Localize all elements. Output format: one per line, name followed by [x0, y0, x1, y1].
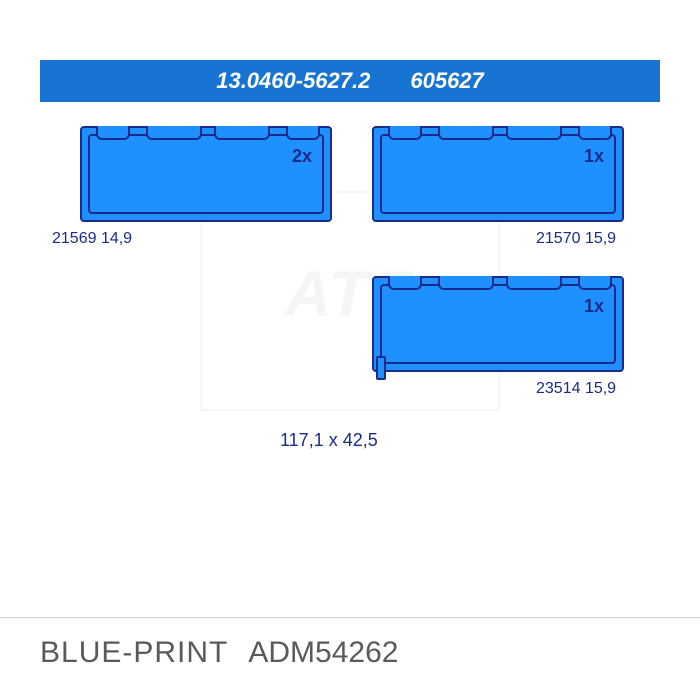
header-code-secondary: 605627	[410, 68, 483, 94]
pad-slot	[578, 276, 612, 290]
pad-top-right: 1x	[372, 126, 624, 222]
pad-slot	[438, 276, 494, 290]
pad-slot	[96, 126, 130, 140]
pad-slot	[578, 126, 612, 140]
wear-sensor-icon	[376, 356, 386, 380]
pad-bottom-label: 23514 15,9	[536, 380, 616, 398]
pad-top-left: 2x	[80, 126, 332, 222]
header-code-primary: 13.0460-5627.2	[216, 68, 370, 94]
pad-slot	[146, 126, 202, 140]
footer-part-number: ADM54262	[248, 636, 398, 670]
pad-slot	[506, 276, 562, 290]
pad-slot	[438, 126, 494, 140]
pad-bottom: 1x	[372, 276, 624, 372]
pad-top-left-label: 21569 14,9	[52, 230, 132, 248]
pad-top-right-label: 21570 15,9	[536, 230, 616, 248]
pad-qty-label: 1x	[584, 296, 604, 317]
pad-slot	[286, 126, 320, 140]
footer-bar: BLUE-PRINT ADM54262	[0, 617, 700, 700]
pad-qty-label: 2x	[292, 146, 312, 167]
pad-qty-label: 1x	[584, 146, 604, 167]
header-bar: 13.0460-5627.2 605627	[40, 60, 660, 102]
footer-brand: BLUE-PRINT	[40, 636, 228, 670]
pad-slot	[388, 276, 422, 290]
pad-slot	[388, 126, 422, 140]
pad-slot	[214, 126, 270, 140]
dimensions-label: 117,1 x 42,5	[280, 430, 378, 451]
pad-slot	[506, 126, 562, 140]
diagram-canvas: 13.0460-5627.2 605627 ATE 2x21569 14,91x…	[40, 60, 660, 520]
